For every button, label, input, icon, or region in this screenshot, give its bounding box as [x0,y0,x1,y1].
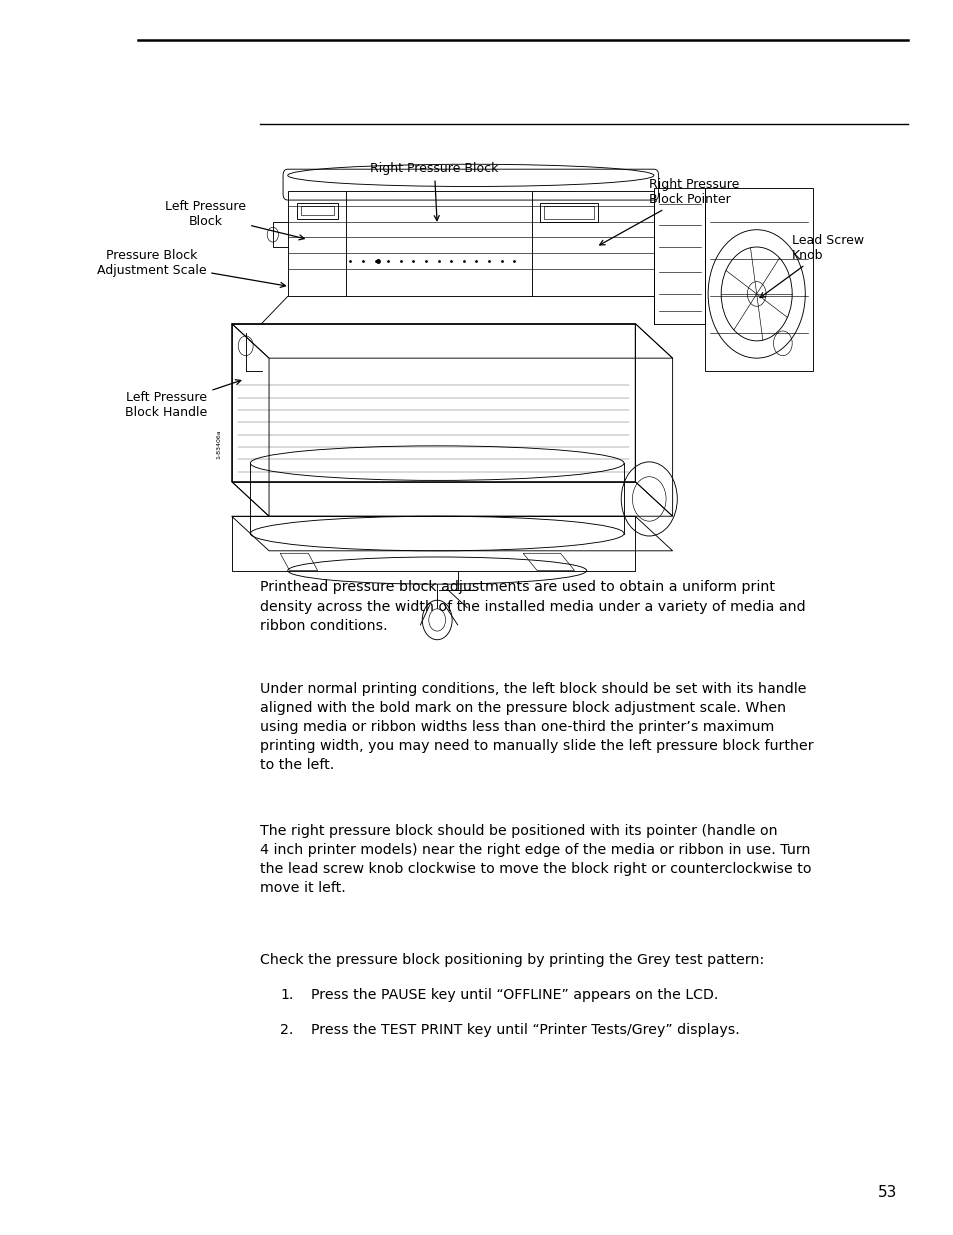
Text: ribbon conditions.: ribbon conditions. [259,619,387,632]
Text: printing width, you may need to manually slide the left pressure block further: printing width, you may need to manually… [259,739,813,753]
Text: aligned with the bold mark on the pressure block adjustment scale. When: aligned with the bold mark on the pressu… [259,701,785,715]
Text: Under normal printing conditions, the left block should be set with its handle: Under normal printing conditions, the le… [259,682,805,695]
Text: move it left.: move it left. [259,882,345,895]
Text: 53: 53 [877,1186,896,1200]
Text: the lead screw knob clockwise to move the block right or counterclockwise to: the lead screw knob clockwise to move th… [259,862,810,876]
Text: Lead Screw
Knob: Lead Screw Knob [760,233,863,298]
Text: Right Pressure Block: Right Pressure Block [370,162,498,221]
Text: Press the TEST PRINT key until “Printer Tests/Grey” displays.: Press the TEST PRINT key until “Printer … [311,1023,740,1036]
Text: using media or ribbon widths less than one-third the printer’s maximum: using media or ribbon widths less than o… [259,720,773,734]
Text: Right Pressure
Block Pointer: Right Pressure Block Pointer [599,178,739,245]
Text: Printhead pressure block adjustments are used to obtain a uniform print: Printhead pressure block adjustments are… [259,580,774,594]
Text: 1.: 1. [280,988,294,1002]
Text: Left Pressure
Block: Left Pressure Block [165,200,304,240]
Text: The right pressure block should be positioned with its pointer (handle on: The right pressure block should be posit… [259,824,777,837]
Text: Left Pressure
Block Handle: Left Pressure Block Handle [125,379,240,420]
Text: Press the PAUSE key until “OFFLINE” appears on the LCD.: Press the PAUSE key until “OFFLINE” appe… [311,988,718,1002]
Text: 1-83406a: 1-83406a [216,430,221,459]
Text: Check the pressure block positioning by printing the Grey test pattern:: Check the pressure block positioning by … [259,953,763,967]
Text: to the left.: to the left. [259,758,334,772]
Text: 2.: 2. [280,1023,294,1036]
Text: Pressure Block
Adjustment Scale: Pressure Block Adjustment Scale [96,248,285,288]
Text: 4 inch printer models) near the right edge of the media or ribbon in use. Turn: 4 inch printer models) near the right ed… [259,842,809,857]
Text: density across the width of the installed media under a variety of media and: density across the width of the installe… [259,599,804,614]
